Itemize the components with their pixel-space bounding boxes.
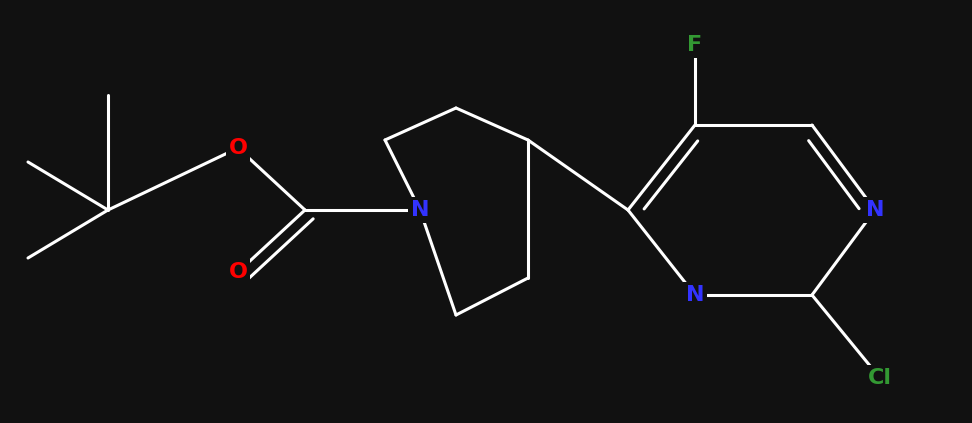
Text: Cl: Cl <box>868 368 892 388</box>
Text: F: F <box>687 35 703 55</box>
Text: O: O <box>228 138 248 158</box>
Text: O: O <box>228 262 248 282</box>
Text: N: N <box>866 200 885 220</box>
Text: N: N <box>686 285 705 305</box>
Text: N: N <box>411 200 430 220</box>
